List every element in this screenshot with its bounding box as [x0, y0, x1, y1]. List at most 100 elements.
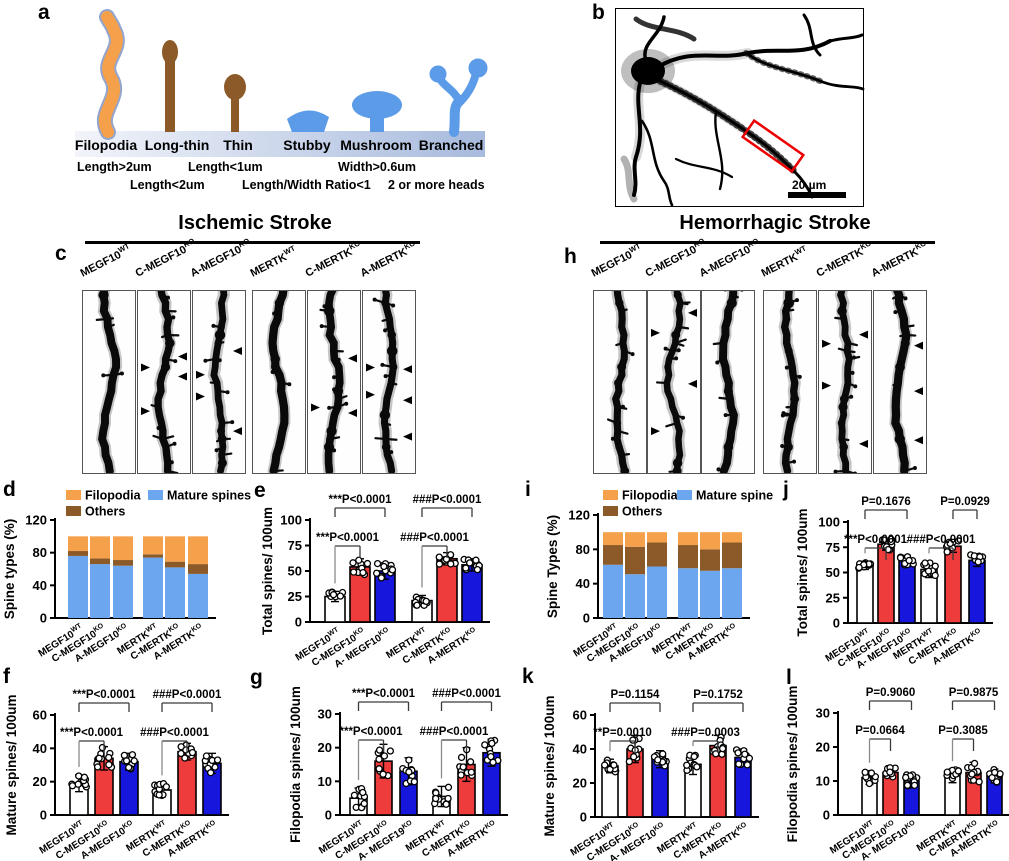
data-point	[68, 782, 77, 790]
stacked-segment	[68, 555, 88, 618]
y-tick-label: 100	[818, 515, 840, 530]
significance-bracket	[357, 701, 410, 711]
ischemic-title-underline	[85, 241, 420, 244]
criterion-thin: Length<1um	[188, 160, 263, 174]
scatter-points	[878, 535, 896, 554]
data-point	[487, 752, 495, 761]
y-tick-label: 60	[33, 708, 47, 723]
dendrite-image	[818, 290, 872, 474]
y-tick-label: 60	[573, 708, 587, 723]
data-point	[349, 568, 358, 576]
data-point	[181, 754, 189, 762]
y-tick-label: 50	[826, 565, 840, 580]
significance-bracket	[868, 738, 892, 763]
data-point	[359, 788, 367, 797]
branched-shape	[429, 58, 488, 137]
significance-bracket	[868, 700, 913, 710]
scatter-points	[732, 746, 754, 769]
data-point	[880, 536, 888, 544]
legend-swatch	[603, 506, 618, 516]
scatter-points	[460, 555, 483, 574]
data-point	[375, 755, 383, 763]
data-point	[388, 566, 397, 574]
scatter-points	[68, 772, 90, 791]
data-point	[601, 761, 609, 769]
y-axis-title: Spine Types (%)	[545, 515, 560, 618]
stacked-segment	[68, 551, 88, 556]
y-tick-label: 0	[40, 611, 47, 626]
significance-bracket	[78, 740, 105, 767]
significance-bracket	[951, 700, 996, 710]
data-point	[373, 569, 381, 577]
scatter-points	[882, 764, 899, 781]
data-point	[379, 770, 387, 778]
bar	[968, 559, 986, 624]
criterion-mushroom: Width>0.6um	[338, 160, 416, 174]
y-tick-label: 20	[573, 776, 587, 791]
stacked-segment	[722, 542, 742, 569]
y-tick-label: 50	[288, 564, 302, 579]
p-value-label: P=0.0929	[940, 496, 990, 508]
arrowhead-icon	[311, 403, 320, 412]
stacked-segment	[90, 558, 110, 565]
scatter-points	[456, 746, 476, 780]
p-value-label: ###P=0.0003	[671, 727, 740, 739]
stacked-segment	[113, 560, 133, 566]
data-point	[422, 597, 430, 606]
significance-bracket	[78, 702, 130, 712]
stubby-shape	[287, 110, 329, 132]
scatter-points	[964, 759, 983, 786]
stacked-segment	[90, 564, 110, 618]
scatter-points	[411, 593, 431, 609]
genotype-label: A-MERTKKO	[869, 238, 928, 280]
data-point	[884, 545, 892, 554]
scale-bar-label: 20 µm	[792, 178, 826, 192]
type-label-long-thin: Long-thin	[145, 137, 210, 153]
arrowhead-icon	[366, 363, 375, 372]
data-point	[745, 754, 754, 762]
scatter-points	[349, 556, 372, 579]
thin-shape	[224, 74, 246, 132]
stacked-segment	[603, 564, 623, 618]
data-point	[946, 539, 954, 548]
scatter-points	[399, 756, 418, 788]
hemorrhagic-title: Hemorrhagic Stroke	[679, 212, 871, 234]
y-axis-title: Mature spines/ 100um	[542, 695, 557, 836]
arrowhead-icon	[859, 439, 868, 448]
data-point	[375, 765, 383, 773]
data-point	[974, 558, 982, 566]
scatter-points	[373, 559, 397, 582]
scatter-points	[601, 756, 620, 776]
bar	[898, 559, 916, 624]
y-tick-label: 0	[583, 611, 590, 626]
scale-bar	[788, 192, 846, 198]
significance-bracket	[864, 509, 908, 519]
scatter-points	[374, 746, 395, 780]
y-tick-label: 120	[25, 513, 47, 528]
scatter-points	[920, 559, 939, 580]
y-tick-label: 0	[325, 808, 332, 823]
genotype-label: MEGF10WT	[589, 241, 643, 280]
scatter-points	[943, 766, 963, 783]
stacked-segment	[143, 557, 163, 618]
stacked-segment	[678, 532, 698, 546]
data-point	[466, 758, 475, 766]
legend-label: Others	[85, 505, 125, 519]
stacked-segment	[647, 542, 667, 567]
panel-a-label: a	[38, 1, 50, 24]
data-point	[162, 783, 171, 791]
arrowhead-icon	[822, 381, 831, 390]
panel-d-label: d	[3, 478, 16, 501]
stacked-segment	[700, 532, 720, 550]
neuron-micrograph: 20 µm	[615, 8, 865, 207]
data-point	[683, 761, 691, 769]
significance-bracket	[421, 507, 473, 517]
legend-swatch	[677, 490, 692, 500]
data-point	[855, 563, 863, 572]
stacked-segment	[678, 545, 698, 569]
scatter-points	[683, 751, 701, 774]
panel-j-label: j	[783, 478, 789, 501]
